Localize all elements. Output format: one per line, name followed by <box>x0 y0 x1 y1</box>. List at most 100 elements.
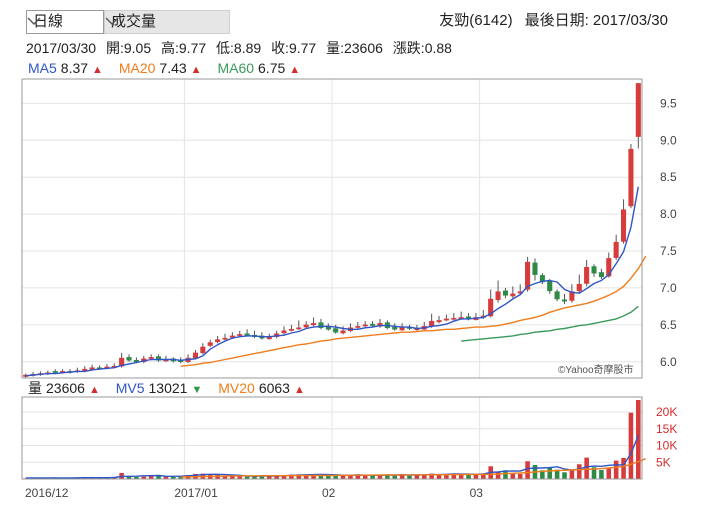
volume-bar <box>636 399 641 479</box>
volume-bar <box>436 473 442 479</box>
volume-bar <box>525 461 530 479</box>
volume-bar <box>326 475 331 479</box>
legend-mv5-value: 13021 <box>148 380 188 396</box>
up-arrow-icon: ▲ <box>190 64 202 76</box>
candle-body <box>532 262 538 275</box>
candle-body <box>392 326 398 330</box>
volume-bar <box>222 475 228 479</box>
volume-bar <box>458 474 464 479</box>
candle-body <box>200 346 206 354</box>
price-grid <box>22 79 642 378</box>
volume-bar <box>178 476 183 479</box>
price-tick-label: 7.0 <box>660 281 677 295</box>
volume-bar <box>606 468 612 479</box>
volume-mv-lines <box>25 435 646 479</box>
volume-bar <box>274 475 279 479</box>
candle-body <box>119 357 125 367</box>
volume-bar <box>510 472 516 479</box>
volume-tick-label: 5K <box>656 455 671 469</box>
price-tick-label: 9.5 <box>660 96 677 110</box>
price-tick-label: 6.5 <box>660 318 677 332</box>
volume-bar <box>148 475 154 479</box>
candle-body <box>288 329 294 331</box>
volume-bar <box>569 470 575 479</box>
volume-bar <box>503 470 508 479</box>
price-ma-lines <box>25 186 647 377</box>
volume-bar <box>466 474 471 479</box>
volume-bar <box>311 474 316 479</box>
ohlc-high: 高:9.77 <box>161 40 207 56</box>
candle-body <box>340 330 346 334</box>
volume-bar <box>252 475 257 479</box>
ohlc-open: 開:9.05 <box>105 40 152 56</box>
volume-bar <box>547 467 553 479</box>
candle-body <box>613 241 619 258</box>
price-panel-frame <box>21 78 643 379</box>
volume-bar <box>414 475 420 479</box>
volume-bar <box>517 473 523 479</box>
volume-bar <box>613 460 619 479</box>
price-tick-label: 8.5 <box>660 170 677 184</box>
volume-bar <box>340 475 346 479</box>
volume-bar <box>141 476 147 479</box>
volume-tick-label: 15K <box>656 422 677 436</box>
volume-bar <box>495 471 501 479</box>
candle-body <box>303 324 309 328</box>
volume-bar <box>429 473 434 479</box>
volume-bar <box>385 474 390 479</box>
candle-body <box>318 322 324 329</box>
candle-body <box>215 339 221 343</box>
candle-body <box>244 333 250 336</box>
candle-body <box>399 327 405 331</box>
volume-bar <box>540 470 545 479</box>
volume-bar <box>562 472 567 479</box>
volume-bar <box>628 412 634 479</box>
price-tick-label: 8.0 <box>660 207 677 221</box>
candle-body <box>133 360 139 363</box>
chevron-down-icon <box>105 17 119 25</box>
ohlc-date: 2017/03/30 <box>26 40 97 56</box>
candle-body <box>488 298 494 317</box>
candle-body <box>229 335 235 338</box>
up-arrow-icon: ▲ <box>289 64 301 76</box>
indicator-select[interactable]: 成交量 <box>104 10 230 34</box>
volume-bar <box>451 473 457 479</box>
legend-ma20-value: 7.43 <box>159 60 187 76</box>
date-tick-label: 2017/01 <box>174 486 218 500</box>
volume-bar <box>481 473 486 479</box>
candle-body <box>436 320 442 323</box>
candle-body <box>82 368 88 371</box>
period-select[interactable]: 日線 <box>26 10 104 34</box>
candle-body <box>584 267 590 284</box>
price-tick-label: 9.0 <box>660 133 677 147</box>
ma-legend: MA5 8.37 ▲ MA20 7.43 ▲ MA60 6.75 ▲ <box>28 60 312 76</box>
up-arrow-icon: ▲ <box>293 384 305 396</box>
candle-body <box>621 209 627 242</box>
legend-ma5-name: MA5 <box>28 60 57 76</box>
legend-mv20-value: 6063 <box>258 380 290 396</box>
volume-bar <box>296 474 302 479</box>
candle-body <box>377 323 383 327</box>
candle-body <box>502 290 508 296</box>
candle-body <box>89 367 95 370</box>
volume-grid <box>22 397 642 479</box>
volume-tick-label: 20K <box>656 405 677 419</box>
candle-body <box>52 371 58 373</box>
candle-body <box>281 330 287 334</box>
date-tick-label: 03 <box>470 486 484 500</box>
price-tick-label: 6.0 <box>660 355 677 369</box>
candle-body <box>311 323 317 326</box>
legend-ma5-value: 8.37 <box>60 60 89 76</box>
volume-bar <box>348 474 353 479</box>
volume-bar <box>134 476 139 479</box>
candle-body <box>325 326 331 330</box>
candle-body <box>598 272 604 278</box>
legend-ma60-name: MA60 <box>217 60 255 76</box>
last-date: 最後日期: 2017/03/30 <box>524 12 668 29</box>
candle-body <box>591 266 597 274</box>
candle-body <box>554 291 560 300</box>
volume-bar <box>259 475 265 479</box>
volume-bar <box>377 475 383 479</box>
up-arrow-icon: ▲ <box>92 64 103 76</box>
legend-volume-value: 23606 <box>46 380 85 396</box>
